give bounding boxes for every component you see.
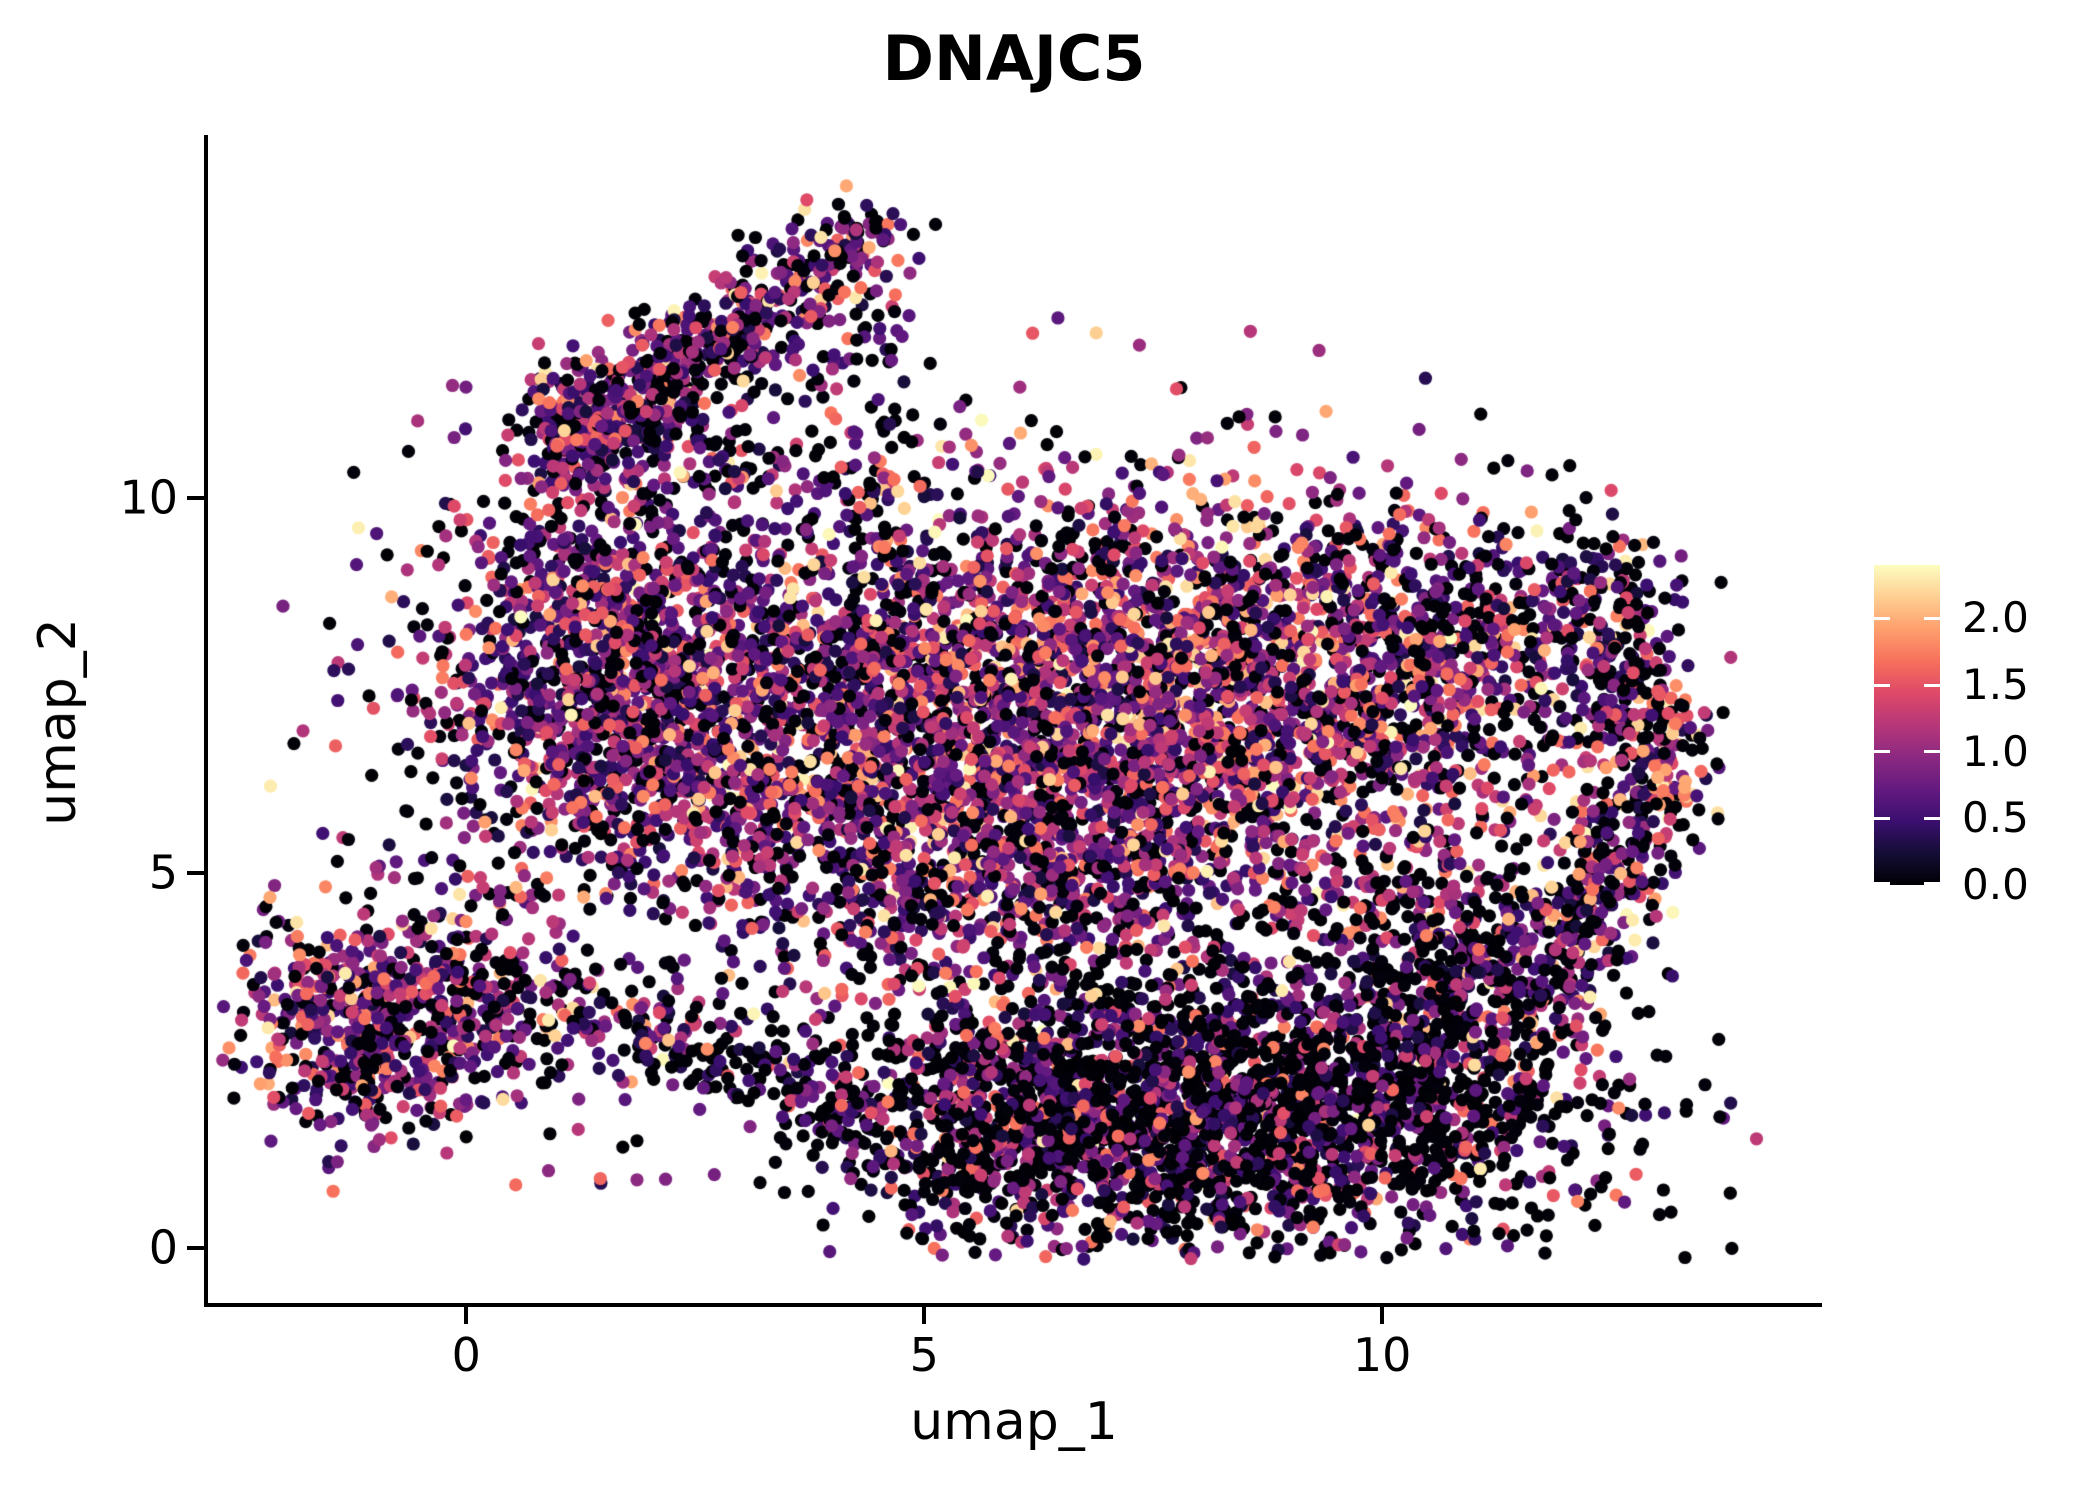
x-tick-mark-5 [922, 1307, 927, 1324]
x-tick-label-10: 10 [1352, 1328, 1412, 1382]
x-tick-mark-10 [1380, 1307, 1385, 1324]
colorbar-tick-right-1.0 [1924, 750, 1940, 754]
x-tick-label-0: 0 [451, 1328, 481, 1382]
y-tick-label-10: 10 [119, 470, 178, 525]
y-axis-label: umap_2 [28, 618, 88, 826]
x-axis-line [204, 1303, 1822, 1307]
y-tick-label-0: 0 [148, 1220, 178, 1275]
y-tick-mark-0 [187, 1246, 204, 1250]
colorbar-tick-left-0.0 [1874, 882, 1890, 885]
colorbar-label-1.0: 1.0 [1962, 726, 2029, 776]
colorbar-gradient [1874, 565, 1940, 885]
x-tick-mark-0 [464, 1307, 469, 1324]
colorbar-tick-right-0.5 [1924, 816, 1940, 820]
colorbar-label-0.0: 0.0 [1962, 860, 2029, 909]
colorbar-tick-left-0.5 [1874, 816, 1890, 820]
colorbar-tick-left-2.0 [1874, 616, 1890, 620]
colorbar-tick-right-2.0 [1924, 616, 1940, 620]
colorbar-tick-right-0.0 [1924, 882, 1940, 885]
plot-title: DNAJC5 [882, 22, 1146, 95]
y-axis-line [204, 135, 208, 1307]
x-axis-label: umap_1 [910, 1392, 1118, 1452]
y-tick-label-5: 5 [148, 845, 178, 900]
y-tick-mark-10 [187, 496, 204, 500]
colorbar-tick-right-1.5 [1924, 683, 1940, 687]
colorbar-tick-left-1.5 [1874, 683, 1890, 687]
colorbar-label-1.5: 1.5 [1962, 660, 2029, 709]
colorbar-tick-left-1.0 [1874, 750, 1890, 754]
y-tick-mark-5 [187, 871, 204, 875]
colorbar-label-0.5: 0.5 [1962, 793, 2029, 843]
x-tick-label-5: 5 [909, 1328, 939, 1382]
colorbar-label-2.0: 2.0 [1962, 593, 2029, 643]
